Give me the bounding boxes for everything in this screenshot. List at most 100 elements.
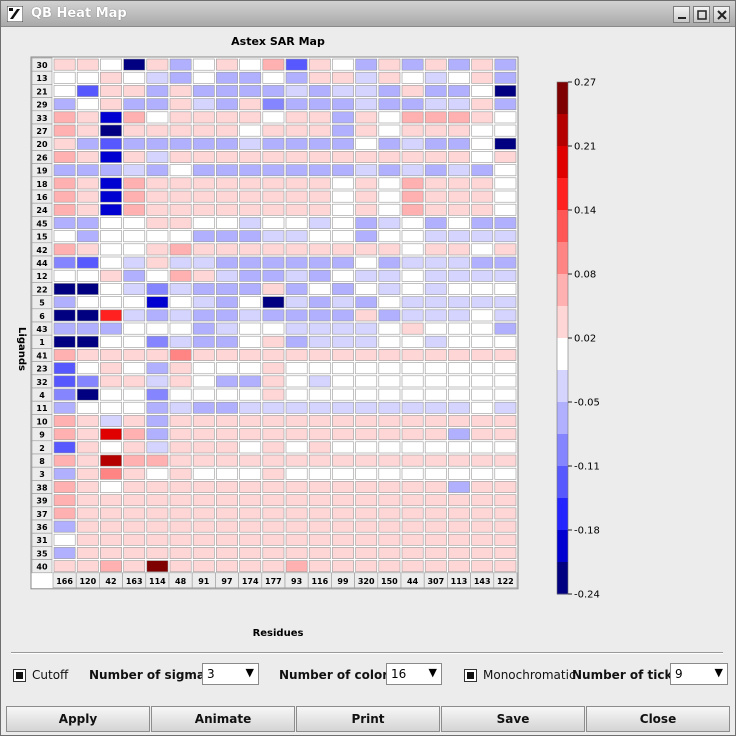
row-label: 3 [39,470,45,479]
heatmap-cell [239,309,262,322]
heatmap-cell [308,533,331,546]
heatmap-cell [100,533,122,546]
monochromatic-checkbox-box[interactable] [464,668,477,682]
minimize-button[interactable] [673,6,690,23]
heatmap-cell [494,85,517,97]
row-label: 9 [39,431,45,440]
heatmap-cell [123,560,146,573]
heatmap-cell [494,362,517,375]
heatmap-cell [146,230,169,243]
heatmap-cell [53,533,76,546]
heatmap-cell [401,137,424,150]
heatmap-cell [53,71,76,84]
heatmap-cell [192,111,215,124]
row-label: 20 [36,140,48,149]
heatmap-cell [100,111,122,124]
heatmap-cell [494,296,517,309]
legend-swatch [557,370,568,403]
heatmap-cell [100,454,122,467]
heatmap-cell [123,71,146,84]
print-button[interactable]: Print [296,706,440,732]
heatmap-cell [216,124,238,137]
column-label: 113 [451,577,468,586]
heatmap-cell [308,164,331,177]
heatmap-cell [192,481,215,493]
heatmap-cell [262,428,285,441]
apply-button[interactable]: Apply [6,706,150,732]
heatmap-cell [378,124,401,137]
heatmap-cell [192,124,215,137]
legend-swatch [557,530,568,563]
heatmap-cell [355,428,378,441]
heatmap-cell [76,560,99,573]
title-bar[interactable]: QB Heat Map [1,1,735,27]
heatmap-cell [401,256,424,269]
heatmap-cell [169,533,192,546]
heatmap-cell [424,454,447,467]
heatmap-cell [53,375,76,388]
heatmap-cell [494,256,517,269]
heatmap-cell [100,124,122,137]
heatmap-cell [146,467,169,480]
heatmap-cell [332,151,354,163]
heatmap-cell [424,494,447,507]
heatmap-cell [53,428,76,441]
heatmap-cell [494,560,517,573]
heatmap-cell [76,507,99,520]
heatmap-cell [424,256,447,269]
heatmap-cell [192,98,215,111]
sigmas-select[interactable]: 3 ▼ [202,663,259,685]
heatmap-cell [239,481,262,493]
column-label: 120 [79,577,96,586]
heatmap-cell [100,217,122,229]
heatmap-cell [123,85,146,97]
heatmap-cell [216,111,238,124]
heatmap-cell [332,203,354,216]
monochromatic-checkbox[interactable]: Monochromatic [464,664,576,686]
heatmap-cell [332,349,354,361]
heatmap-cell [471,401,494,414]
heatmap-cell [53,58,76,71]
heatmap-cell [262,203,285,216]
heatmap-cell [192,296,215,309]
ticks-select[interactable]: 9 ▼ [670,663,728,685]
colors-label: Number of colors: [279,668,401,682]
heatmap-cell [494,283,517,295]
animate-button[interactable]: Animate [151,706,295,732]
cutoff-checkbox[interactable]: Cutoff [13,664,68,686]
heatmap-cell [192,375,215,388]
column-label: 42 [105,577,116,586]
heatmap-cell [76,124,99,137]
heatmap-cell [262,230,285,243]
heatmap-cell [401,349,424,361]
maximize-button[interactable] [693,6,710,23]
column-label: 166 [56,577,73,586]
heatmap-cell [239,375,262,388]
save-button[interactable]: Save [441,706,585,732]
heatmap-cell [262,375,285,388]
heatmap-cell [285,520,308,533]
heatmap-cell [378,85,401,97]
row-label: 41 [36,351,48,360]
heatmap-cell [285,296,308,309]
heatmap-cell [100,230,122,243]
heatmap-cell [448,85,470,97]
heatmap-cell [192,362,215,375]
heatmap-cell [285,177,308,190]
colors-select[interactable]: 16 ▼ [386,663,442,685]
heatmap-cell [192,349,215,361]
heatmap-cell [146,349,169,361]
heatmap-cell [494,441,517,454]
cutoff-checkbox-box[interactable] [13,668,26,682]
heatmap-cell [494,322,517,335]
heatmap-cell [123,190,146,203]
heatmap-cell [169,481,192,493]
heatmap-cell [239,520,262,533]
heatmap-cell [494,547,517,559]
close-window-button[interactable] [713,6,730,23]
heatmap-cell [494,507,517,520]
close-button[interactable]: Close [586,706,730,732]
heatmap-cell [169,454,192,467]
heatmap-cell [53,322,76,335]
heatmap-cell [216,322,238,335]
